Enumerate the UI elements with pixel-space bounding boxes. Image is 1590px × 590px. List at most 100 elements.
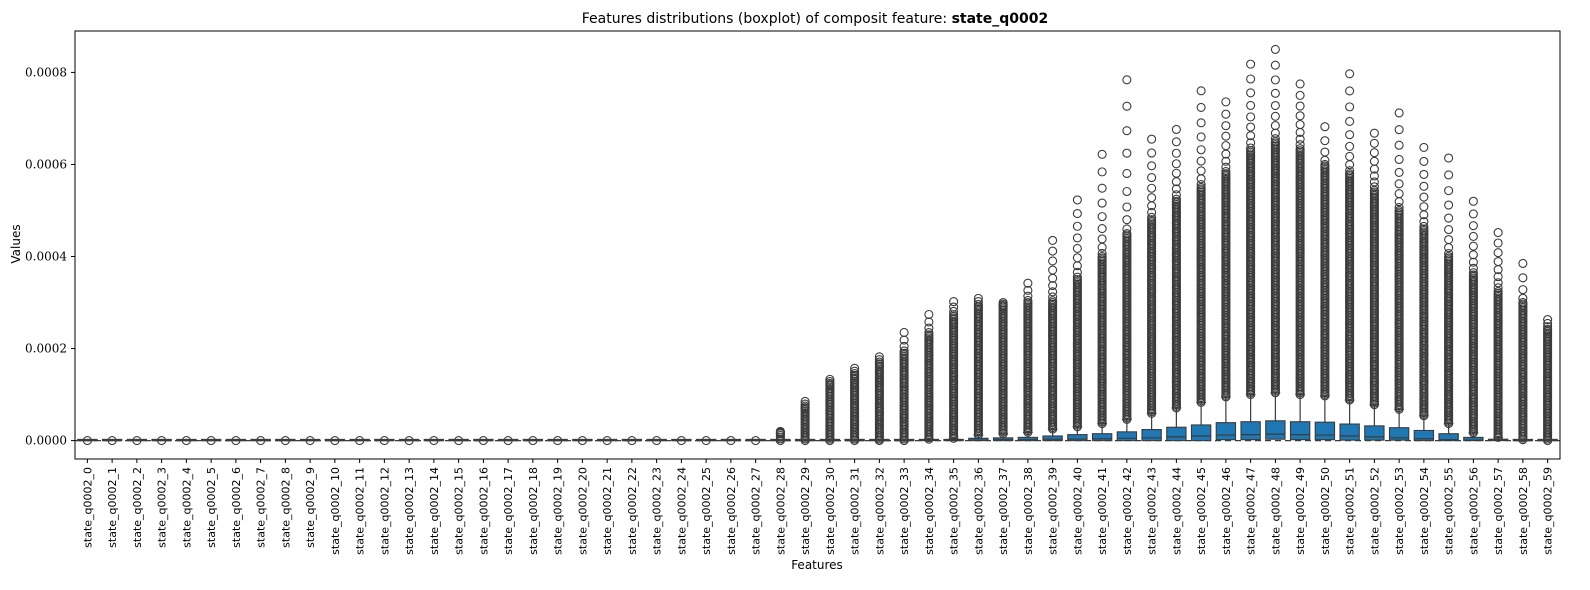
x-tick-label: state_q0002_49 [1294, 467, 1307, 555]
flier-point [924, 309, 934, 320]
flier-point [1246, 74, 1256, 84]
x-tick-label: state_q0002_59 [1542, 467, 1555, 555]
y-tick-label: 0.0006 [25, 157, 67, 171]
x-tick-label: state_q0002_51 [1344, 467, 1357, 555]
flier-point [1345, 86, 1355, 96]
box-state_q0002_56 [1463, 196, 1484, 442]
box-state_q0002_19 [547, 436, 568, 446]
fliers-state_q0002_51 [1345, 69, 1355, 405]
flier-point [874, 355, 884, 365]
box-state_q0002_59 [1537, 315, 1558, 446]
flier-point [1147, 173, 1157, 183]
box-state_q0002_40 [1067, 195, 1088, 442]
flier-point [1072, 253, 1082, 263]
box-state_q0002_28 [770, 426, 791, 446]
flier-point [1345, 130, 1355, 140]
box-state_q0002_37 [992, 297, 1014, 442]
fliers-state_q0002_49 [1295, 79, 1305, 400]
flier-point [1196, 86, 1206, 96]
flier-point [1171, 148, 1181, 158]
flier-point [1493, 272, 1503, 282]
flier-point [1048, 296, 1058, 306]
flier-point [1023, 291, 1033, 301]
flier-point [1320, 147, 1330, 157]
x-tick-label: state_q0002_15 [453, 467, 466, 555]
flier-point [1196, 118, 1206, 128]
flier-point [1122, 75, 1132, 85]
flier-point [1122, 228, 1132, 239]
box-iqr [1438, 433, 1459, 442]
flier-point [1171, 190, 1181, 200]
x-tick-label: state_q0002_3 [156, 467, 169, 548]
fliers-state_q0002_58 [1518, 258, 1528, 445]
flier-point [924, 323, 934, 333]
x-tick-label: state_q0002_12 [378, 467, 391, 555]
x-axis: state_q0002_0 state_q0002_1 state_q0002_2 s… [81, 459, 1555, 555]
flier-point [1543, 324, 1553, 334]
fliers-state_q0002_44 [1171, 124, 1181, 413]
x-tick-label: state_q0002_25 [700, 467, 713, 555]
flier-point [1394, 179, 1404, 189]
flier-point [1072, 243, 1082, 253]
flier-point [1221, 97, 1231, 107]
x-tick-label: state_q0002_54 [1418, 467, 1431, 555]
box-state_q0002_41 [1091, 149, 1113, 442]
x-tick-label: state_q0002_2 [131, 467, 144, 548]
flier-point [924, 327, 934, 338]
flier-point [1345, 69, 1355, 79]
box-state_q0002_54 [1413, 142, 1435, 442]
flier-point [1171, 124, 1181, 135]
chart-title-prefix: Features distributions (boxplot) of comp… [582, 11, 952, 27]
x-tick-label: state_q0002_20 [576, 467, 589, 555]
flier-point [1543, 315, 1553, 325]
box-iqr [1388, 427, 1410, 441]
flier-point [1369, 177, 1379, 187]
flier-point [1320, 159, 1330, 170]
flier-point [1048, 292, 1058, 302]
x-tick-label: state_q0002_53 [1393, 467, 1406, 555]
flier-point [1518, 258, 1528, 268]
x-tick-label: state_q0002_8 [279, 467, 292, 548]
plot-frame [74, 30, 1561, 460]
flier-point [1295, 111, 1305, 121]
flier-point [1468, 268, 1478, 278]
x-tick-label: state_q0002_14 [428, 467, 441, 555]
fliers-state_q0002_57 [1493, 228, 1503, 442]
flier-point [1072, 233, 1082, 243]
flier-point [1369, 156, 1379, 166]
flier-point [1122, 148, 1132, 158]
flier-point [1221, 166, 1231, 177]
flier-point [949, 306, 959, 317]
flier-point [1394, 140, 1404, 150]
flier-point [1270, 44, 1280, 54]
x-tick-label: state_q0002_48 [1269, 467, 1282, 555]
flier-point [1468, 257, 1478, 267]
flier-point [874, 357, 884, 367]
box-state_q0002_55 [1438, 153, 1459, 442]
flier-point [1171, 137, 1181, 147]
fliers-state_q0002_54 [1419, 142, 1429, 421]
flier-point [899, 341, 909, 351]
flier-point [899, 346, 909, 356]
box-state_q0002_45 [1190, 86, 1212, 442]
fliers-state_q0002_52 [1369, 128, 1379, 410]
flier-point [1468, 231, 1478, 241]
flier-point [1147, 148, 1157, 158]
x-tick-label: state_q0002_11 [354, 467, 367, 555]
flier-point [1468, 221, 1478, 231]
fliers-state_q0002_33 [899, 327, 909, 446]
flier-point [1419, 224, 1429, 234]
flier-point [1493, 278, 1503, 288]
x-tick-label: state_q0002_43 [1146, 467, 1159, 555]
flier-point [825, 377, 835, 387]
flier-point [1444, 249, 1454, 259]
box-state_q0002_47 [1240, 59, 1261, 441]
x-tick-label: state_q0002_45 [1195, 467, 1208, 555]
flier-point [1246, 131, 1256, 141]
box-iqr [1339, 423, 1360, 441]
box-state_q0002_12 [374, 436, 395, 446]
flier-point [1221, 121, 1231, 131]
x-tick-label: state_q0002_23 [651, 467, 664, 555]
box-state_q0002_31 [844, 363, 865, 446]
flier-point [1345, 116, 1355, 127]
